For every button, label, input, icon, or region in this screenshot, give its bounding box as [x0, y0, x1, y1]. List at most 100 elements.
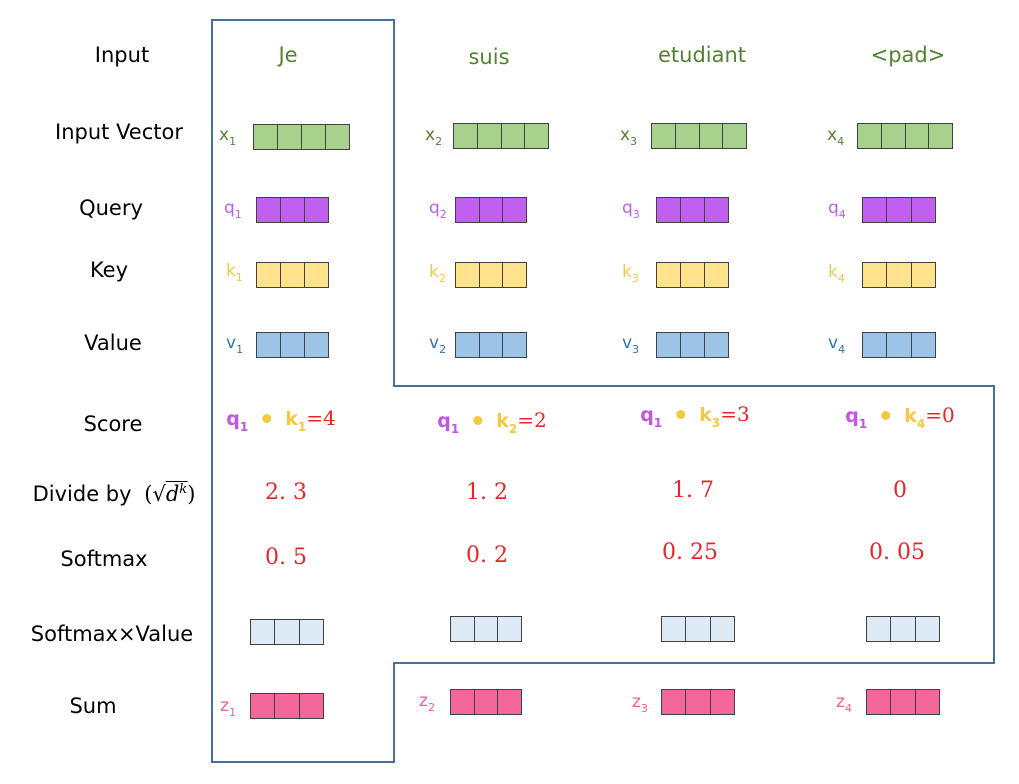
softmax-value-vector-4-cell: [915, 617, 939, 641]
softmax-value-vector-3-cell: [710, 617, 734, 641]
q4-label-subscript: 4: [838, 208, 846, 221]
score-k-subscript: 2: [508, 422, 518, 436]
value-vector-v2: [455, 332, 527, 358]
query-vector-q1-cell: [305, 198, 328, 222]
key-vector-k4: [862, 262, 936, 288]
input-vector-x2-cell: [477, 124, 502, 148]
input-vector-x4-cell: [929, 124, 952, 148]
value-vector-v3: [656, 332, 729, 358]
sum-vector-z1: [250, 693, 324, 719]
key-vector-k4-cell: [911, 263, 935, 287]
input-vector-x2-cell: [525, 124, 548, 148]
score-q: q: [640, 404, 654, 426]
query-vector-q1-cell: [281, 198, 305, 222]
input-vector-x4-cell: [858, 124, 882, 148]
score-k: k: [285, 408, 298, 430]
softmax-value-vector-4-cell: [891, 617, 916, 641]
dot-product-icon: [676, 409, 686, 419]
dot-product-icon: [473, 415, 483, 425]
sum-vector-z3-cell: [662, 690, 687, 714]
row-label-value: Value: [84, 331, 142, 355]
sum-vector-z1-cell: [275, 694, 300, 718]
score-k: k: [496, 410, 509, 432]
softmax-value-vector-1-cell: [275, 620, 300, 644]
key-vector-k3-cell: [705, 263, 728, 287]
v2-label-base: v: [429, 333, 440, 353]
dot-product-icon: [262, 413, 272, 423]
row-label-sum: Sum: [69, 694, 117, 718]
sqrt-dk-expression: (√dk): [144, 481, 196, 506]
input-word-2: suis: [468, 45, 510, 69]
query-vector-q3-cell: [705, 198, 728, 222]
sum-vector-z1-cell: [251, 694, 276, 718]
divided-score-1: 2. 3: [265, 480, 307, 505]
value-vector-v3-cell: [705, 333, 728, 357]
score-q: q: [437, 410, 451, 432]
softmax-value-vector-1-cell: [299, 620, 323, 644]
query-vector-q2-cell: [456, 198, 480, 222]
k1-label-base: k: [226, 261, 236, 281]
input-vector-x1-cell: [254, 125, 278, 149]
k3-label-subscript: 3: [631, 272, 639, 285]
divided-score-4: 0: [893, 478, 907, 503]
v3-label: v3: [622, 333, 639, 356]
x3-label-base: x: [620, 125, 631, 145]
q4-label-base: q: [828, 198, 839, 218]
v2-label: v2: [429, 333, 446, 356]
k3-label-base: k: [622, 262, 632, 282]
key-vector-k1-cell: [257, 263, 281, 287]
sum-vector-z2-cell: [451, 690, 475, 714]
score-expression-4: q1 k4=0: [845, 403, 954, 431]
value-vector-v1-cell: [305, 333, 328, 357]
z2-label: z2: [419, 691, 435, 714]
row-label-input-vector: Input Vector: [55, 120, 183, 144]
key-vector-k1-cell: [305, 263, 328, 287]
x2-label-base: x: [425, 125, 436, 145]
z1-label-base: z: [220, 696, 229, 716]
k2-label-base: k: [429, 262, 439, 282]
key-vector-k2-cell: [479, 263, 504, 287]
v1-label-subscript: 1: [236, 343, 244, 356]
z3-label: z3: [632, 692, 648, 715]
q1-label: q1: [224, 198, 242, 221]
score-q-subscript: 1: [239, 420, 249, 434]
x4-label-subscript: 4: [837, 135, 845, 148]
x4-label: x4: [827, 125, 844, 148]
softmax-value-vector-2-cell: [498, 617, 522, 641]
sum-vector-z2-cell: [498, 690, 522, 714]
input-vector-x1: [253, 124, 350, 150]
v4-label-base: v: [828, 333, 839, 353]
softmax-value-vector-4-cell: [867, 617, 892, 641]
x4-label-base: x: [827, 125, 838, 145]
input-vector-x2: [453, 123, 549, 149]
z4-label: z4: [836, 692, 852, 715]
score-q: q: [226, 408, 240, 430]
input-vector-x4-cell: [905, 124, 930, 148]
score-q-subscript: 1: [450, 422, 460, 436]
row-label-score: Score: [83, 412, 143, 436]
sum-vector-z4-cell: [891, 690, 916, 714]
q3-label-base: q: [622, 198, 633, 218]
value-vector-v4-cell: [863, 333, 888, 357]
x1-label-base: x: [219, 125, 230, 145]
v2-label-subscript: 2: [439, 343, 447, 356]
z4-label-subscript: 4: [844, 702, 852, 715]
v4-label-subscript: 4: [838, 343, 846, 356]
divided-score-2: 1. 2: [466, 480, 508, 505]
x3-label-subscript: 3: [630, 135, 638, 148]
input-vector-x4-cell: [881, 124, 906, 148]
z2-label-base: z: [419, 691, 428, 711]
query-vector-q2-cell: [479, 198, 504, 222]
row-label-softmax: Softmax: [60, 547, 148, 571]
value-vector-v4-cell: [911, 333, 935, 357]
key-vector-k2-cell: [503, 263, 527, 287]
x1-label-subscript: 1: [229, 135, 237, 148]
input-vector-x1-cell: [326, 125, 349, 149]
key-vector-k1: [256, 262, 329, 288]
key-vector-k3: [656, 262, 729, 288]
sum-vector-z4-cell: [867, 690, 892, 714]
value-vector-v4: [862, 332, 936, 358]
softmax-value-vector-3-cell: [662, 617, 687, 641]
score-value: =0: [925, 403, 955, 427]
key-vector-k4-cell: [863, 263, 888, 287]
